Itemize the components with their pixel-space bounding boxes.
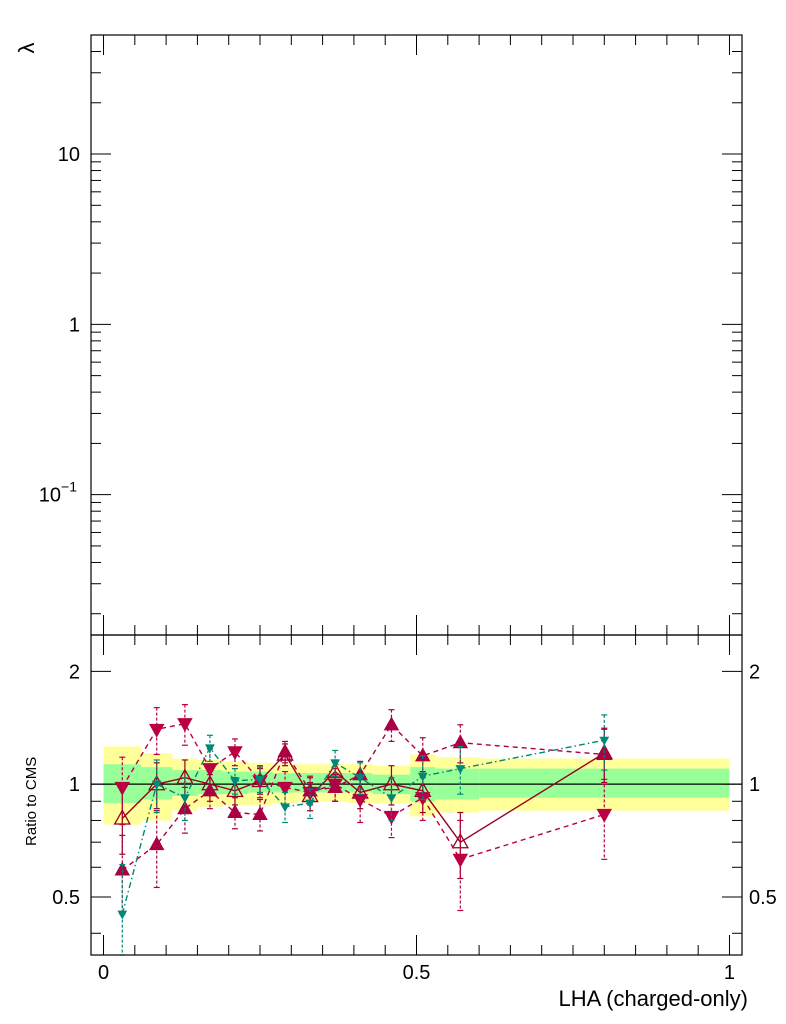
ratio-data-point xyxy=(277,781,293,796)
ratio-axis-ticks xyxy=(91,635,742,955)
ratio-data-point xyxy=(355,774,366,784)
ratio-data-point xyxy=(277,743,293,758)
ratio-series-group xyxy=(113,704,613,956)
ratio-y-tick-label-left: 1 xyxy=(69,774,80,796)
ratio-y-tick-label-left: 0.5 xyxy=(52,887,80,909)
main-y-tick-label-base: 10 xyxy=(39,485,61,507)
ratio-series-2 xyxy=(114,709,613,915)
ratio-data-point xyxy=(327,779,343,793)
ratio-y-axis-title: Ratio to CMS xyxy=(23,757,40,846)
ratio-data-point xyxy=(417,772,428,782)
ratio-axis-tick-labels: 0.5 0.5 1 1 2 2 0 0.5 1 xyxy=(52,661,777,984)
ratio-data-point xyxy=(415,747,431,762)
x-axis-title: LHA (charged-only) xyxy=(558,986,748,1011)
ratio-data-point xyxy=(305,799,315,809)
ratio-data-point xyxy=(117,910,128,920)
ratio-data-point xyxy=(452,853,469,868)
ratio-data-point xyxy=(386,794,397,804)
x-tick-label: 0.5 xyxy=(403,962,431,984)
ratio-data-point xyxy=(179,794,190,804)
main-y-tick-label: 1 xyxy=(69,314,80,336)
ratio-series-line xyxy=(121,752,605,844)
ratio-data-point xyxy=(596,746,613,761)
ratio-series-1 xyxy=(114,704,613,912)
ratio-data-point xyxy=(596,808,613,823)
x-tick-label: 0 xyxy=(98,962,109,984)
main-y-axis-title: λ xyxy=(14,43,39,54)
ratio-y-tick-label-left: 2 xyxy=(69,661,80,683)
ratio-series-line xyxy=(121,723,605,871)
ratio-data-point xyxy=(114,781,131,796)
ratio-data-point xyxy=(151,780,162,790)
ratio-data-point xyxy=(205,744,215,754)
ratio-data-point xyxy=(255,775,265,785)
ratio-data-point xyxy=(177,718,193,732)
ratio-data-point xyxy=(599,736,610,746)
ratio-data-point xyxy=(230,777,240,787)
ratio-y-tick-label-right: 1 xyxy=(749,774,760,796)
ratio-data-point xyxy=(455,765,466,774)
main-axis-ticks xyxy=(91,34,742,635)
ratio-panel: 0.5 0.5 1 1 2 2 0 0.5 1 Ratio to CMS LHA (charge… xyxy=(23,634,777,1011)
ratio-y-tick-label-right: 2 xyxy=(749,661,760,683)
ratio-series-line xyxy=(121,739,605,915)
x-tick-label: 1 xyxy=(724,962,735,984)
ratio-y-tick-label-right: 0.5 xyxy=(749,887,777,909)
main-y-tick-label-exponent: −1 xyxy=(61,479,77,495)
ratio-data-point xyxy=(330,759,341,769)
ratio-data-point xyxy=(202,782,218,797)
main-y-tick-label: 10 xyxy=(58,144,80,166)
ratio-data-point xyxy=(148,723,165,738)
ratio-data-point xyxy=(227,746,243,761)
ratio-data-point xyxy=(252,806,268,821)
ratio-data-point xyxy=(280,803,290,813)
main-y-tick-label: 10−1 xyxy=(39,479,77,507)
ratio-data-point xyxy=(383,810,400,825)
ratio-data-point xyxy=(202,763,218,777)
ratio-data-point xyxy=(226,781,244,798)
ratio-data-point xyxy=(227,804,243,819)
ratio-series-3 xyxy=(117,714,610,956)
ratio-data-point xyxy=(383,716,400,731)
ratio-series-line xyxy=(121,722,605,861)
ratio-data-point xyxy=(148,774,166,791)
ratio-data-point xyxy=(148,836,165,851)
